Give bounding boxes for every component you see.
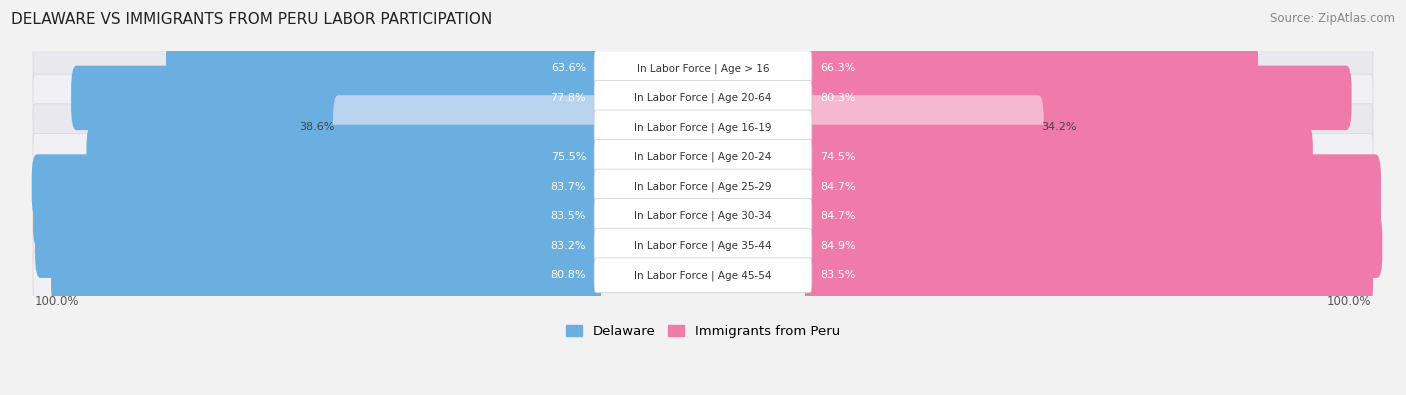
- FancyBboxPatch shape: [32, 252, 1374, 299]
- FancyBboxPatch shape: [595, 228, 811, 263]
- FancyBboxPatch shape: [32, 163, 1374, 210]
- Text: In Labor Force | Age 20-64: In Labor Force | Age 20-64: [634, 92, 772, 103]
- Text: 83.5%: 83.5%: [820, 270, 855, 280]
- FancyBboxPatch shape: [166, 36, 602, 100]
- FancyBboxPatch shape: [595, 81, 811, 115]
- Text: In Labor Force | Age 16-19: In Labor Force | Age 16-19: [634, 122, 772, 133]
- FancyBboxPatch shape: [595, 51, 811, 86]
- FancyBboxPatch shape: [595, 110, 811, 145]
- Text: 84.9%: 84.9%: [820, 241, 855, 251]
- FancyBboxPatch shape: [35, 213, 602, 278]
- FancyBboxPatch shape: [32, 134, 1374, 181]
- Text: 77.8%: 77.8%: [551, 93, 586, 103]
- Text: In Labor Force | Age 25-29: In Labor Force | Age 25-29: [634, 181, 772, 192]
- FancyBboxPatch shape: [595, 139, 811, 175]
- FancyBboxPatch shape: [72, 66, 602, 130]
- FancyBboxPatch shape: [333, 95, 602, 160]
- Text: In Labor Force | Age > 16: In Labor Force | Age > 16: [637, 63, 769, 73]
- FancyBboxPatch shape: [32, 184, 602, 248]
- Text: 83.7%: 83.7%: [551, 182, 586, 192]
- Legend: Delaware, Immigrants from Peru: Delaware, Immigrants from Peru: [561, 320, 845, 343]
- Text: DELAWARE VS IMMIGRANTS FROM PERU LABOR PARTICIPATION: DELAWARE VS IMMIGRANTS FROM PERU LABOR P…: [11, 12, 492, 27]
- FancyBboxPatch shape: [32, 154, 602, 219]
- FancyBboxPatch shape: [595, 199, 811, 233]
- Text: In Labor Force | Age 35-44: In Labor Force | Age 35-44: [634, 241, 772, 251]
- FancyBboxPatch shape: [804, 243, 1374, 308]
- FancyBboxPatch shape: [804, 95, 1043, 160]
- Text: 100.0%: 100.0%: [35, 295, 80, 308]
- Text: 83.2%: 83.2%: [551, 241, 586, 251]
- Text: 75.5%: 75.5%: [551, 152, 586, 162]
- Text: In Labor Force | Age 30-34: In Labor Force | Age 30-34: [634, 211, 772, 221]
- FancyBboxPatch shape: [804, 125, 1313, 189]
- FancyBboxPatch shape: [804, 36, 1258, 100]
- Text: 80.3%: 80.3%: [820, 93, 855, 103]
- FancyBboxPatch shape: [595, 258, 811, 293]
- FancyBboxPatch shape: [804, 66, 1351, 130]
- Text: 63.6%: 63.6%: [551, 63, 586, 73]
- Text: In Labor Force | Age 20-24: In Labor Force | Age 20-24: [634, 152, 772, 162]
- Text: 66.3%: 66.3%: [820, 63, 855, 73]
- Text: 74.5%: 74.5%: [820, 152, 855, 162]
- FancyBboxPatch shape: [32, 104, 1374, 151]
- FancyBboxPatch shape: [32, 74, 1374, 122]
- FancyBboxPatch shape: [87, 125, 602, 189]
- Text: 80.8%: 80.8%: [551, 270, 586, 280]
- FancyBboxPatch shape: [32, 45, 1374, 92]
- FancyBboxPatch shape: [595, 169, 811, 204]
- FancyBboxPatch shape: [804, 213, 1382, 278]
- Text: 100.0%: 100.0%: [1326, 295, 1371, 308]
- FancyBboxPatch shape: [32, 192, 1374, 240]
- FancyBboxPatch shape: [804, 154, 1381, 219]
- Text: In Labor Force | Age 45-54: In Labor Force | Age 45-54: [634, 270, 772, 280]
- FancyBboxPatch shape: [51, 243, 602, 308]
- Text: 83.5%: 83.5%: [551, 211, 586, 221]
- Text: 38.6%: 38.6%: [299, 122, 335, 132]
- Text: 84.7%: 84.7%: [820, 182, 855, 192]
- Text: 84.7%: 84.7%: [820, 211, 855, 221]
- Text: Source: ZipAtlas.com: Source: ZipAtlas.com: [1270, 12, 1395, 25]
- Text: 34.2%: 34.2%: [1042, 122, 1077, 132]
- FancyBboxPatch shape: [804, 184, 1381, 248]
- FancyBboxPatch shape: [32, 222, 1374, 269]
